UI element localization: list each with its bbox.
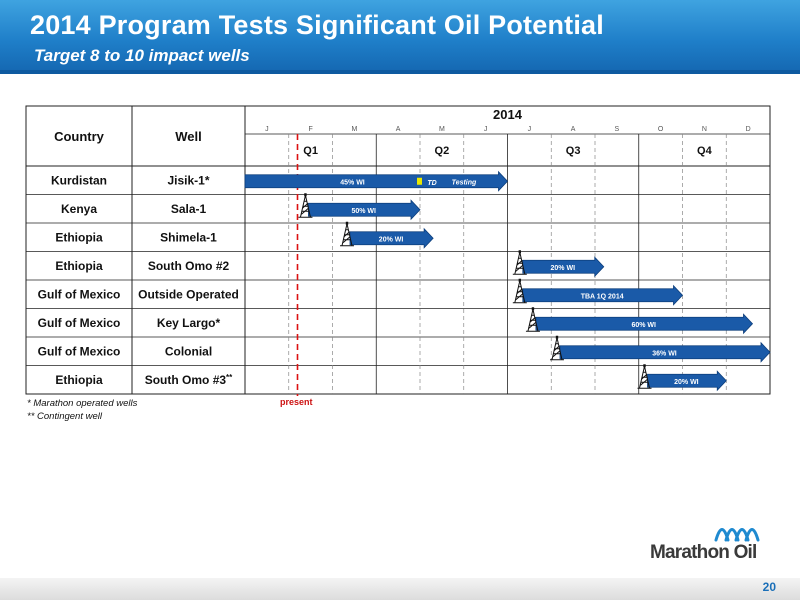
bar-label: 60% WI	[631, 322, 656, 329]
td-marker	[417, 177, 422, 185]
footnotes: * Marathon operated wells ** Contingent …	[27, 397, 137, 423]
month-label: D	[746, 126, 751, 133]
rig-braces	[515, 257, 524, 272]
present-label: present	[280, 397, 313, 407]
drilling-rig-icon	[525, 307, 540, 332]
quarter-label: Q4	[697, 145, 713, 157]
footnote-operated: * Marathon operated wells	[27, 398, 138, 409]
rig-braces	[552, 343, 561, 358]
month-label: N	[702, 126, 707, 133]
rig-braces	[640, 371, 648, 386]
quarter-label: Q1	[303, 145, 318, 157]
rig-top	[518, 250, 522, 254]
bar-label: 36% WI	[652, 350, 677, 357]
footnote-contingent: ** Contingent well	[27, 411, 102, 422]
year-label: 2014	[493, 107, 523, 122]
bar-label: 20% WI	[674, 379, 699, 386]
slide-subtitle: Target 8 to 10 impact wells	[34, 46, 250, 65]
rig-top	[643, 364, 646, 368]
country-cell: Kurdistan	[51, 173, 107, 187]
title-banner	[0, 0, 800, 74]
drilling-rig-icon	[340, 221, 354, 247]
month-label: S	[615, 126, 620, 133]
month-label: J	[528, 126, 532, 133]
well-cell: Key Largo*	[157, 316, 221, 330]
month-label: A	[571, 126, 576, 133]
bar-label: 20% WI	[379, 236, 404, 243]
logo-wave-icon	[714, 528, 760, 542]
rig-top	[555, 335, 559, 339]
month-label: A	[396, 126, 401, 133]
marathon-oil-logo: Marathon Oil	[650, 520, 770, 576]
table-frame	[25, 105, 771, 395]
well-cell: Jisik-1*	[167, 173, 209, 187]
drilling-rig-icon	[512, 278, 527, 304]
country-cell: Gulf of Mexico	[38, 287, 121, 301]
country-cell: Kenya	[61, 202, 97, 216]
td-label: TD	[427, 180, 436, 187]
drilling-rig-icon	[298, 193, 313, 218]
rig-top	[345, 221, 349, 225]
rig-top	[518, 278, 522, 282]
quarter-label: Q2	[435, 145, 450, 157]
well-cell: Colonial	[165, 344, 212, 358]
footer-band	[0, 578, 800, 600]
drilling-rig-icon	[550, 335, 564, 361]
month-label: O	[658, 126, 664, 133]
bar-label: TBA 1Q 2014	[581, 293, 624, 300]
country-cell: Ethiopia	[55, 373, 103, 387]
slide-title: 2014 Program Tests Significant Oil Poten…	[30, 10, 604, 40]
bar-label: 20% WI	[551, 265, 576, 272]
rig-top	[531, 307, 535, 311]
column-header-well: Well	[175, 129, 202, 144]
rig-top	[304, 193, 307, 197]
gantt-bar	[308, 199, 421, 221]
bar-label: 45% WI	[340, 179, 365, 186]
gantt-bar	[349, 227, 434, 249]
well-cell: South Omo #2	[148, 259, 230, 273]
country-cell: Ethiopia	[55, 259, 103, 273]
month-label: F	[308, 126, 312, 133]
well-cell: Shimela-1	[160, 230, 217, 244]
gantt-bar	[559, 341, 771, 363]
well-cell: South Omo #3**	[145, 372, 233, 387]
country-cell: Gulf of Mexico	[38, 316, 121, 330]
month-label: J	[265, 126, 269, 133]
month-label: M	[439, 126, 445, 133]
month-label: M	[351, 126, 357, 133]
gantt-bar	[522, 256, 605, 278]
drilling-rig-icon	[637, 364, 652, 389]
country-cell: Ethiopia	[55, 230, 103, 244]
testing-label: Testing	[452, 179, 477, 186]
drilling-rig-icon	[512, 250, 527, 275]
rig-braces	[342, 229, 351, 244]
rig-braces	[301, 200, 309, 215]
logo-wordmark: Marathon Oil	[650, 542, 757, 563]
page-number: 20	[762, 580, 776, 594]
well-superscript: **	[226, 372, 233, 381]
well-cell: Outside Operated	[138, 287, 239, 301]
gantt-bar	[535, 313, 754, 335]
gantt-bar	[244, 170, 509, 192]
bar-label: 50% WI	[351, 208, 376, 215]
banner-edge	[0, 70, 800, 74]
month-label: J	[484, 126, 488, 133]
quarter-label: Q3	[566, 145, 581, 157]
column-header-country: Country	[54, 129, 105, 144]
gantt-bar	[522, 284, 684, 306]
rig-braces	[528, 314, 537, 329]
rig-braces	[515, 286, 524, 301]
gantt-bar	[647, 370, 727, 392]
country-cell: Gulf of Mexico	[38, 344, 121, 358]
well-cell: Sala-1	[171, 202, 207, 216]
